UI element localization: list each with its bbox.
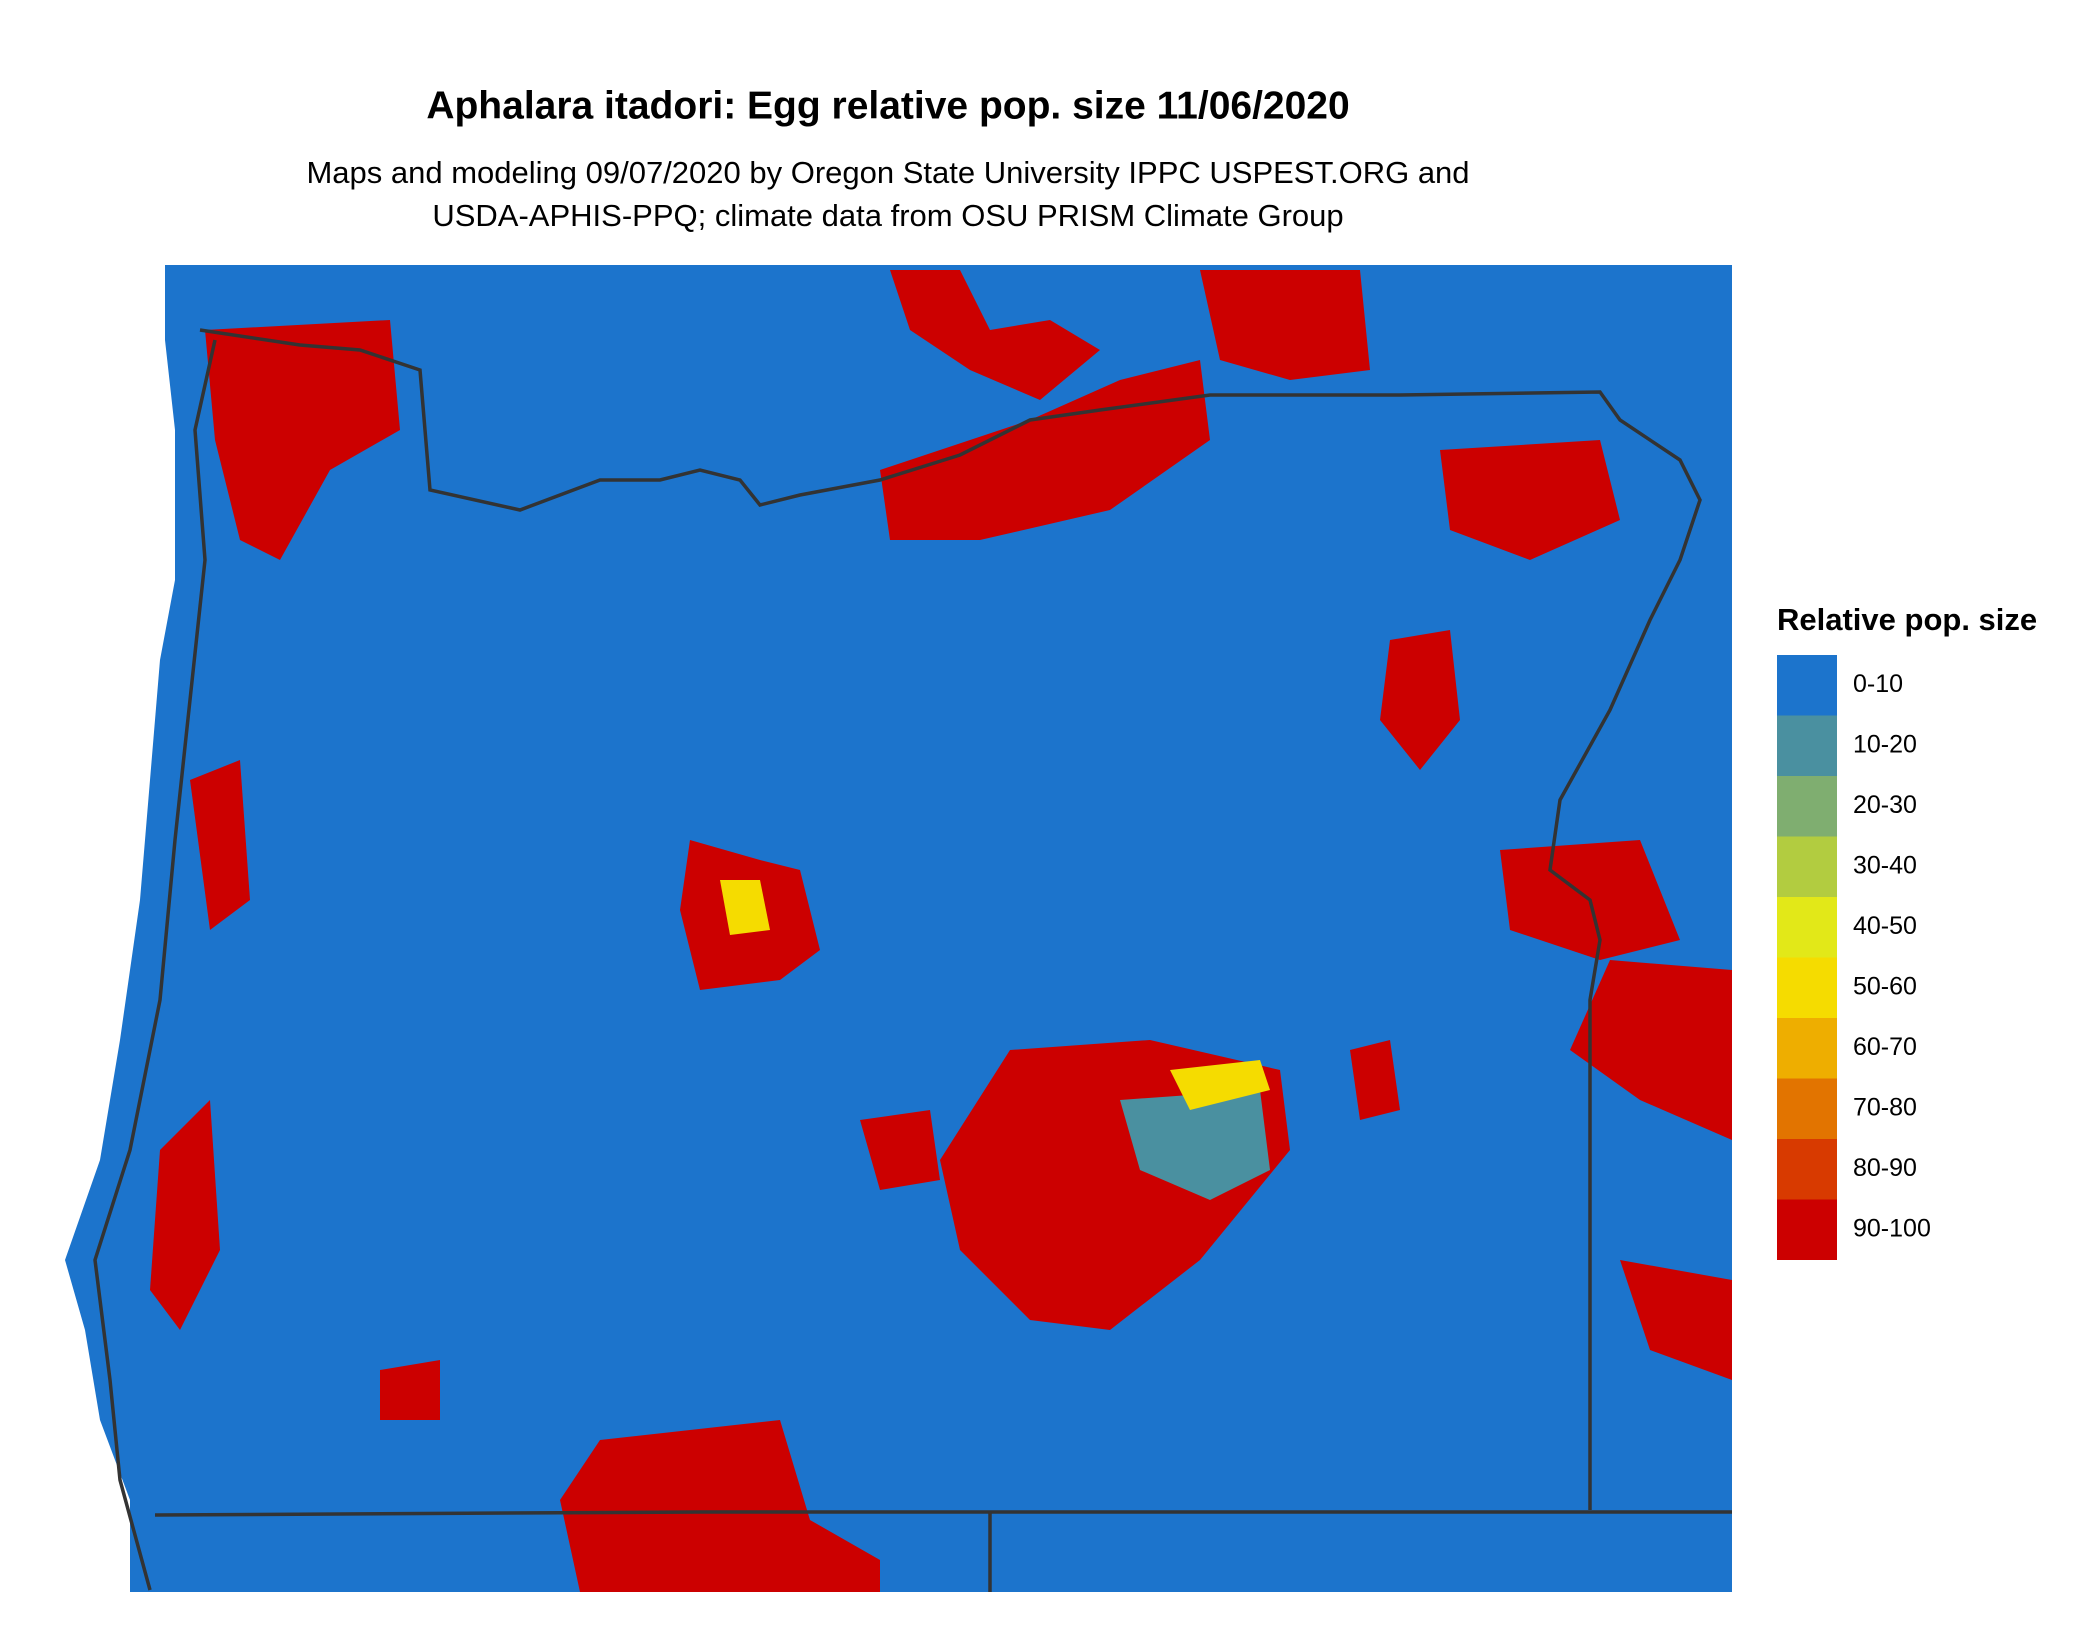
legend-label: 80-90 <box>1853 1154 1917 1182</box>
legend-label: 10-20 <box>1853 730 1917 758</box>
legend-label: 50-60 <box>1853 972 1917 1000</box>
raster-map <box>65 265 1732 1592</box>
legend: 0-10 10-20 20-30 30-40 40-50 50-60 60-70 70-80 8… <box>1777 655 1931 1260</box>
subtitle: USDA-APHIS-PPQ; climate data from OSU PR… <box>432 198 1343 233</box>
legend-swatch <box>1777 1018 1837 1079</box>
legend-swatch <box>1777 1199 1837 1260</box>
legend-swatch <box>1777 836 1837 897</box>
legend-label: 0-10 <box>1853 670 1903 698</box>
legend-swatch <box>1777 1078 1837 1139</box>
subtitle: Maps and modeling 09/07/2020 by Oregon S… <box>306 155 1469 190</box>
legend-label: 30-40 <box>1853 851 1917 879</box>
legend-swatch <box>1777 655 1837 716</box>
legend-swatch <box>1777 1139 1837 1200</box>
legend-label: 70-80 <box>1853 1093 1917 1121</box>
title: Aphalara itadori: Egg relative pop. size… <box>426 84 1349 127</box>
legend-title: Relative pop. size <box>1777 602 2037 637</box>
legend-swatch <box>1777 715 1837 776</box>
legend-label: 40-50 <box>1853 912 1917 940</box>
legend-label: 20-30 <box>1853 791 1917 819</box>
legend-swatch <box>1777 957 1837 1018</box>
boundaries <box>93 328 1732 1592</box>
legend-label: 60-70 <box>1853 1033 1917 1061</box>
legend-label: 90-100 <box>1853 1214 1931 1242</box>
legend-swatch <box>1777 776 1837 837</box>
legend-swatch <box>1777 897 1837 958</box>
